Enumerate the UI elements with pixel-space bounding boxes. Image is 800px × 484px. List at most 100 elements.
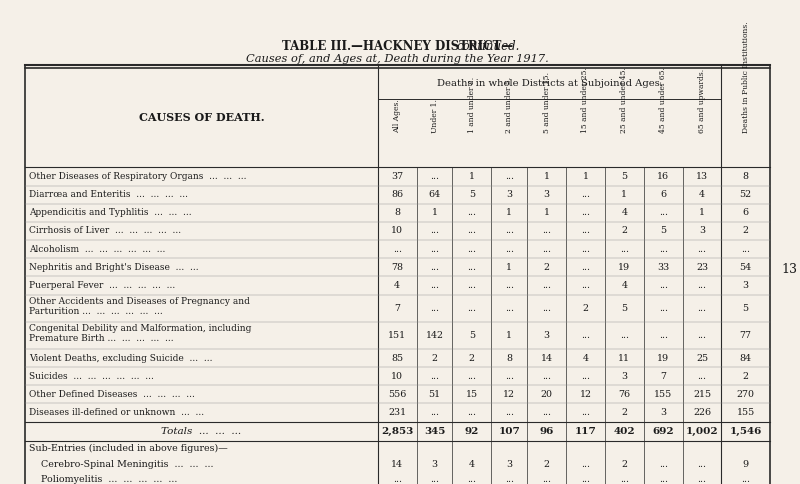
Text: Parturition ...  ...  ...  ...  ...  ...: Parturition ... ... ... ... ... ... [29, 307, 163, 316]
Text: ...: ... [430, 227, 439, 235]
Text: 14: 14 [391, 460, 403, 469]
Text: 5: 5 [469, 190, 475, 199]
Text: 65 and upwards.: 65 and upwards. [698, 69, 706, 133]
Text: ...: ... [430, 474, 439, 484]
Text: 5: 5 [622, 303, 627, 313]
Text: Causes of, and Ages at, Death during the Year 1917.: Causes of, and Ages at, Death during the… [246, 54, 549, 64]
Text: 78: 78 [391, 263, 403, 272]
Text: Totals  ...  ...  ...: Totals ... ... ... [162, 427, 242, 436]
Text: 51: 51 [429, 390, 441, 399]
Text: All Ages.: All Ages. [393, 100, 401, 133]
Text: 5 and under 15.: 5 and under 15. [542, 72, 550, 133]
Text: 20: 20 [541, 390, 553, 399]
Text: 15 and under 25.: 15 and under 25. [582, 67, 590, 133]
Text: ...: ... [658, 281, 668, 290]
Text: 64: 64 [429, 190, 441, 199]
Text: ...: ... [430, 281, 439, 290]
Text: CAUSES OF DEATH.: CAUSES OF DEATH. [138, 112, 264, 123]
Text: ...: ... [505, 281, 514, 290]
Text: 8: 8 [394, 208, 400, 217]
Text: 4: 4 [622, 281, 627, 290]
Text: 1,002: 1,002 [686, 426, 718, 436]
Text: ...: ... [505, 474, 514, 484]
Text: ...: ... [658, 474, 668, 484]
Text: Diseases ill-defined or unknown  ...  ...: Diseases ill-defined or unknown ... ... [29, 408, 204, 417]
Text: 2 and under 5.: 2 and under 5. [506, 77, 514, 133]
Text: ...: ... [620, 474, 629, 484]
Text: ...: ... [542, 372, 551, 381]
Text: 345: 345 [424, 427, 446, 436]
Text: 4: 4 [622, 208, 627, 217]
Text: 231: 231 [388, 408, 406, 417]
Text: ...: ... [430, 172, 439, 181]
Text: Appendicitis and Typhlitis  ...  ...  ...: Appendicitis and Typhlitis ... ... ... [29, 208, 192, 217]
Text: ...: ... [505, 372, 514, 381]
Text: 151: 151 [388, 331, 406, 340]
Text: ...: ... [581, 331, 590, 340]
Text: 402: 402 [614, 427, 635, 436]
Text: 3: 3 [543, 331, 550, 340]
Text: ...: ... [658, 331, 668, 340]
Text: 86: 86 [391, 190, 403, 199]
Text: ...: ... [467, 281, 476, 290]
Text: Other Defined Diseases  ...  ...  ...  ...: Other Defined Diseases ... ... ... ... [29, 390, 195, 399]
Text: ...: ... [581, 408, 590, 417]
Text: Deaths in whole Districts at Subjoined Ages.: Deaths in whole Districts at Subjoined A… [437, 79, 662, 88]
Text: ...: ... [467, 408, 476, 417]
Text: ...: ... [467, 303, 476, 313]
Text: 1: 1 [543, 172, 550, 181]
Text: ...: ... [505, 172, 514, 181]
Text: 2: 2 [469, 353, 475, 363]
Text: 155: 155 [654, 390, 672, 399]
Text: 155: 155 [737, 408, 754, 417]
Text: 8: 8 [506, 353, 512, 363]
Text: ...: ... [542, 244, 551, 254]
Text: 1: 1 [506, 331, 512, 340]
Text: ...: ... [698, 372, 706, 381]
Text: 2: 2 [543, 460, 550, 469]
Text: ...: ... [658, 208, 668, 217]
Text: 556: 556 [388, 390, 406, 399]
Text: ...: ... [620, 244, 629, 254]
Text: Suicides  ...  ...  ...  ...  ...  ...: Suicides ... ... ... ... ... ... [29, 372, 154, 381]
Text: 15: 15 [466, 390, 478, 399]
Text: ...: ... [505, 227, 514, 235]
Text: 1: 1 [582, 172, 589, 181]
Text: Violent Deaths, excluding Suicide  ...  ...: Violent Deaths, excluding Suicide ... ..… [29, 353, 213, 363]
Text: 19: 19 [657, 353, 669, 363]
Text: 12: 12 [579, 390, 591, 399]
Text: TABLE III.—HACKNEY DISTRICT—: TABLE III.—HACKNEY DISTRICT— [282, 40, 513, 53]
Text: 5: 5 [469, 331, 475, 340]
Text: Cirrhosis of Liver  ...  ...  ...  ...  ...: Cirrhosis of Liver ... ... ... ... ... [29, 227, 182, 235]
Text: 5: 5 [622, 172, 627, 181]
Text: Other Accidents and Diseases of Pregnancy and: Other Accidents and Diseases of Pregnanc… [29, 297, 250, 306]
Text: 3: 3 [431, 460, 438, 469]
Text: ...: ... [467, 227, 476, 235]
Text: 1: 1 [622, 190, 627, 199]
Text: ...: ... [467, 244, 476, 254]
Text: ...: ... [467, 474, 476, 484]
Text: ...: ... [505, 303, 514, 313]
Text: ...: ... [467, 208, 476, 217]
Text: 1 and under 2.: 1 and under 2. [468, 77, 476, 133]
Text: 117: 117 [574, 427, 596, 436]
Text: 3: 3 [506, 460, 512, 469]
Text: ...: ... [698, 303, 706, 313]
Text: 2,853: 2,853 [381, 426, 414, 436]
Text: ...: ... [393, 474, 402, 484]
Text: ...: ... [620, 331, 629, 340]
Text: 215: 215 [693, 390, 711, 399]
Text: 6: 6 [742, 208, 749, 217]
Text: Congenital Debility and Malformation, including: Congenital Debility and Malformation, in… [29, 324, 251, 333]
Text: ...: ... [505, 244, 514, 254]
Text: 8: 8 [742, 172, 749, 181]
Text: 33: 33 [657, 263, 670, 272]
Text: 2: 2 [431, 353, 438, 363]
Text: 85: 85 [391, 353, 403, 363]
Text: ...: ... [393, 244, 402, 254]
Text: 10: 10 [391, 227, 403, 235]
Text: Premature Birth ...  ...  ...  ...  ...: Premature Birth ... ... ... ... ... [29, 334, 174, 343]
Text: ...: ... [467, 263, 476, 272]
Text: 2: 2 [622, 227, 627, 235]
Text: 54: 54 [739, 263, 752, 272]
